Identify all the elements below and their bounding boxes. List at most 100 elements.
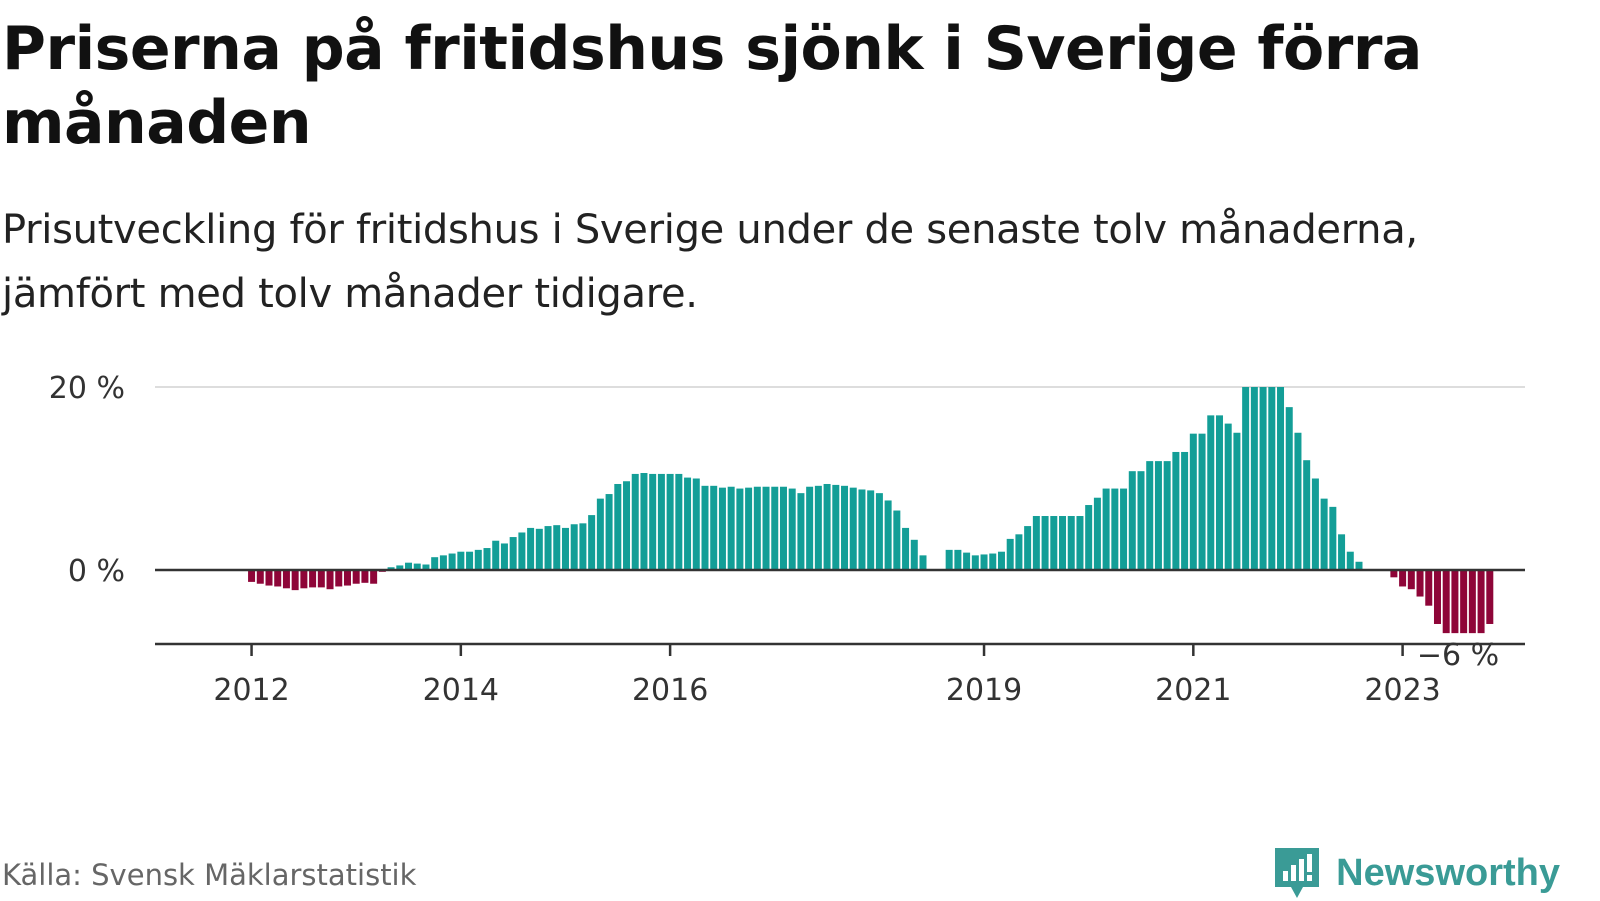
- bar-2013-08: [413, 563, 421, 570]
- bar-2015-09: [631, 473, 639, 570]
- bar-2023-03: [1416, 570, 1424, 597]
- bar-2015-06: [605, 494, 613, 570]
- bar-2023-10: [1477, 570, 1485, 634]
- bar-2018-11: [963, 552, 971, 570]
- bar-2021-08: [1250, 387, 1258, 570]
- x-tick-label: 2016: [632, 673, 708, 708]
- bar-2013-03: [370, 570, 378, 584]
- bar-2016-01: [666, 473, 674, 570]
- bar-2020-10: [1163, 461, 1171, 570]
- bar-2021-06: [1233, 432, 1241, 570]
- bar-2012-06: [291, 570, 299, 591]
- bar-2019-02: [989, 553, 997, 570]
- bar-2016-08: [727, 486, 735, 570]
- bar-2017-04: [797, 493, 805, 570]
- bar-2012-08: [309, 570, 317, 588]
- bar-2017-08: [832, 484, 840, 570]
- bar-2014-09: [527, 527, 535, 570]
- bar-2017-02: [779, 486, 787, 570]
- bar-2013-12: [448, 553, 456, 570]
- bar-2013-02: [361, 570, 369, 583]
- bar-2019-12: [1076, 516, 1084, 570]
- bar-2023-11: [1486, 570, 1494, 624]
- bar-2022-12: [1390, 570, 1398, 578]
- bar-2012-03: [265, 570, 273, 586]
- bar-2013-11: [439, 555, 447, 570]
- bar-2020-02: [1093, 497, 1101, 570]
- bar-2020-05: [1120, 488, 1128, 570]
- bar-2016-12: [762, 486, 770, 570]
- bar-2012-10: [326, 570, 334, 590]
- bar-2021-01: [1189, 433, 1197, 570]
- last-value-annotation: −6 %: [1417, 638, 1499, 673]
- source-note: Källa: Svensk Mäklarstatistik: [2, 858, 417, 892]
- newsworthy-logo-icon: [1275, 848, 1320, 898]
- bar-2014-12: [553, 525, 561, 570]
- bar-2017-05: [806, 486, 814, 570]
- bar-2022-04: [1320, 498, 1328, 570]
- bar-2019-07: [1032, 516, 1040, 570]
- bar-2014-06: [500, 543, 508, 570]
- bar-2012-11: [335, 570, 343, 587]
- bar-2017-06: [814, 485, 822, 570]
- bar-2021-10: [1268, 387, 1276, 570]
- bar-2018-01: [875, 493, 883, 570]
- bar-2016-10: [745, 487, 753, 570]
- bar-2022-02: [1303, 460, 1311, 570]
- bar-2019-01: [980, 554, 988, 570]
- bar-2015-05: [596, 498, 604, 570]
- bars: [248, 387, 1494, 634]
- bar-2015-11: [649, 473, 657, 570]
- bar-2016-09: [736, 488, 744, 570]
- bar-2013-05: [387, 567, 395, 570]
- bar-2017-09: [841, 485, 849, 570]
- bar-2020-06: [1128, 471, 1136, 570]
- bar-2022-06: [1338, 534, 1346, 570]
- bar-2019-08: [1041, 516, 1049, 570]
- bar-2015-10: [640, 473, 648, 570]
- bar-2021-07: [1242, 387, 1250, 570]
- bar-2020-08: [1146, 461, 1154, 570]
- bar-2013-10: [431, 557, 439, 570]
- bar-2012-04: [274, 570, 282, 587]
- bar-2015-01: [561, 527, 569, 570]
- bar-2012-05: [282, 570, 290, 589]
- bar-2015-02: [570, 524, 578, 570]
- bar-2017-10: [849, 487, 857, 570]
- bar-2016-06: [710, 485, 718, 570]
- bar-2020-11: [1172, 451, 1180, 570]
- bar-2016-03: [684, 477, 692, 570]
- bar-2012-12: [343, 570, 351, 586]
- bar-2021-09: [1259, 387, 1267, 570]
- y-axis-labels: 0 % 20 %: [49, 371, 125, 589]
- bar-2023-07: [1451, 570, 1459, 634]
- bar-2017-12: [867, 490, 875, 570]
- bar-2016-02: [675, 473, 683, 570]
- x-tick-label: 2023: [1364, 673, 1440, 708]
- bar-2017-01: [771, 486, 779, 570]
- bar-2020-04: [1111, 488, 1119, 570]
- bar-2017-11: [858, 489, 866, 570]
- bar-2021-05: [1224, 423, 1232, 570]
- bar-2018-04: [902, 527, 910, 570]
- bar-2017-07: [823, 483, 831, 570]
- bar-2023-08: [1460, 570, 1468, 634]
- brand-name: Newsworthy: [1336, 851, 1560, 894]
- bar-2014-11: [544, 526, 552, 570]
- bar-2014-05: [492, 540, 500, 570]
- bar-2023-02: [1407, 570, 1415, 590]
- bar-2015-07: [614, 483, 622, 570]
- bar-2020-09: [1154, 461, 1162, 570]
- bar-2018-05: [910, 539, 918, 570]
- bar-2014-02: [466, 551, 474, 570]
- bar-2014-07: [509, 537, 517, 570]
- bar-2015-08: [623, 481, 631, 570]
- bar-2020-12: [1181, 451, 1189, 570]
- bar-2016-05: [701, 485, 709, 570]
- brand[interactable]: Newsworthy: [1272, 845, 1560, 901]
- bar-2023-09: [1468, 570, 1476, 634]
- bar-2015-03: [579, 523, 587, 570]
- bar-2012-07: [300, 570, 308, 589]
- bar-2023-05: [1433, 570, 1441, 624]
- bar-2022-03: [1311, 478, 1319, 570]
